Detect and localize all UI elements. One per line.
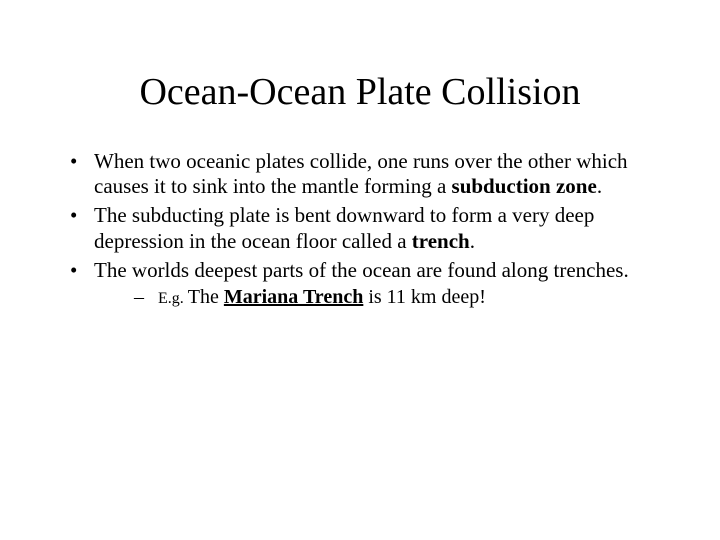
sub-text: E.g. The Mariana Trench is 11 km deep! bbox=[158, 285, 486, 309]
sub-marker: – bbox=[134, 285, 158, 309]
bullet-marker: • bbox=[70, 258, 94, 309]
bullet-item: • The subducting plate is bent downward … bbox=[70, 203, 660, 253]
bullet-marker: • bbox=[70, 203, 94, 253]
bullet-item: • When two oceanic plates collide, one r… bbox=[70, 149, 660, 199]
bullet-list: • When two oceanic plates collide, one r… bbox=[60, 149, 660, 309]
bullet-item: • The worlds deepest parts of the ocean … bbox=[70, 258, 660, 309]
bullet-text: When two oceanic plates collide, one run… bbox=[94, 149, 660, 199]
slide-title: Ocean-Ocean Plate Collision bbox=[60, 70, 660, 114]
sub-item: – E.g. The Mariana Trench is 11 km deep! bbox=[134, 285, 660, 309]
bullet-marker: • bbox=[70, 149, 94, 199]
sub-list: – E.g. The Mariana Trench is 11 km deep! bbox=[94, 285, 660, 309]
bullet-text: The worlds deepest parts of the ocean ar… bbox=[94, 258, 660, 309]
bullet-text: The subducting plate is bent downward to… bbox=[94, 203, 660, 253]
